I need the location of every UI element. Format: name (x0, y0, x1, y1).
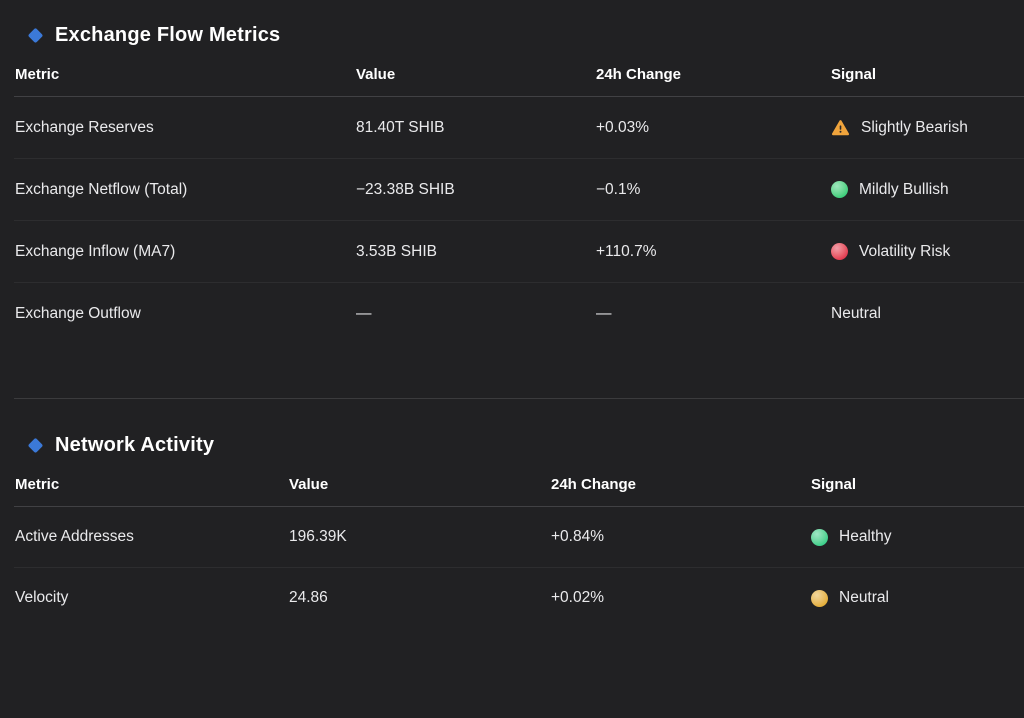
metric-cell: Velocity (15, 589, 69, 606)
table-body: Active Addresses 196.39K +0.84% Healthy … (14, 507, 1024, 628)
metrics-panel: Exchange Flow Metrics Metric Value 24h Cha… (0, 17, 1024, 628)
column-header: Metric (15, 476, 60, 493)
signal-cell: Neutral (810, 589, 1024, 607)
change-cell: +110.7% (596, 242, 657, 260)
column-header: Value (356, 66, 396, 83)
metrics-section: Exchange Flow Metrics Metric Value 24h Cha… (0, 17, 1024, 398)
signal-cell: Mildly Bullish (830, 181, 1024, 199)
value-cell: 3.53B SHIB (356, 242, 437, 260)
metrics-section: Network Activity Metric Value 24h Change Si… (0, 427, 1024, 628)
status-dot-icon (811, 528, 828, 546)
signal-label: Healthy (839, 528, 892, 545)
table-row: Velocity 24.86 +0.02% Neutral (14, 567, 1024, 628)
status-dot-icon (831, 243, 848, 260)
metrics-table: Metric Value 24h Change Signal Exchange Res… (14, 53, 1024, 344)
value-cell: 196.39K (289, 528, 347, 545)
diamond-icon (27, 27, 44, 43)
metrics-table: Metric Value 24h Change Signal Active Addre… (14, 463, 1024, 628)
table-row: Exchange Inflow (MA7) 3.53B SHIB +110.7%… (14, 220, 1024, 282)
change-cell: +0.84% (551, 528, 605, 545)
signal-label: Mildly Bullish (859, 180, 949, 198)
column-header: Signal (831, 66, 877, 83)
metric-cell: Active Addresses (15, 528, 134, 545)
section-title: Exchange Flow Metrics (55, 23, 281, 46)
metric-cell: Exchange Outflow (15, 304, 141, 322)
signal-cell: Healthy (810, 528, 1024, 546)
signal-cell: Neutral (830, 305, 1024, 323)
section-divider (14, 398, 1024, 399)
value-cell: — (356, 304, 372, 322)
table-header-row: Metric Value 24h Change Signal (14, 53, 1024, 97)
signal-cell: Slightly Bearish (830, 118, 1024, 137)
section-header: Exchange Flow Metrics (0, 17, 1024, 53)
table-row: Exchange Reserves 81.40T SHIB +0.03% Sli… (14, 97, 1024, 158)
signal-label: Neutral (839, 589, 889, 606)
signal-label: Slightly Bearish (861, 118, 968, 136)
column-header: Metric (15, 66, 60, 83)
column-header: 24h Change (551, 476, 637, 493)
signal-label: Neutral (831, 304, 881, 322)
column-header: Signal (811, 476, 857, 493)
change-cell: −0.1% (596, 180, 641, 198)
section-title: Network Activity (55, 433, 215, 456)
metric-cell: Exchange Inflow (MA7) (15, 242, 176, 260)
table-header-row: Metric Value 24h Change Signal (14, 463, 1024, 507)
table-row: Active Addresses 196.39K +0.84% Healthy (14, 507, 1024, 567)
change-cell: — (596, 304, 612, 322)
signal-cell: Volatility Risk (830, 243, 1024, 261)
change-cell: +0.02% (551, 589, 605, 606)
status-dot-icon (811, 589, 828, 607)
table-row: Exchange Netflow (Total) −23.38B SHIB −0… (14, 158, 1024, 220)
value-cell: 81.40T SHIB (356, 118, 445, 136)
diamond-icon (27, 437, 44, 453)
column-header: Value (289, 476, 329, 493)
value-cell: −23.38B SHIB (356, 180, 455, 198)
table-body: Exchange Reserves 81.40T SHIB +0.03% Sli… (14, 97, 1024, 344)
metric-cell: Exchange Reserves (15, 118, 154, 136)
change-cell: +0.03% (596, 118, 650, 136)
signal-label: Volatility Risk (859, 242, 951, 260)
table-row: Exchange Outflow — — Neutral (14, 282, 1024, 344)
status-dot-icon (831, 181, 848, 198)
section-header: Network Activity (0, 427, 1024, 463)
metric-cell: Exchange Netflow (Total) (15, 180, 188, 198)
column-header: 24h Change (596, 66, 682, 83)
warning-triangle-icon (831, 118, 850, 137)
value-cell: 24.86 (289, 589, 328, 606)
